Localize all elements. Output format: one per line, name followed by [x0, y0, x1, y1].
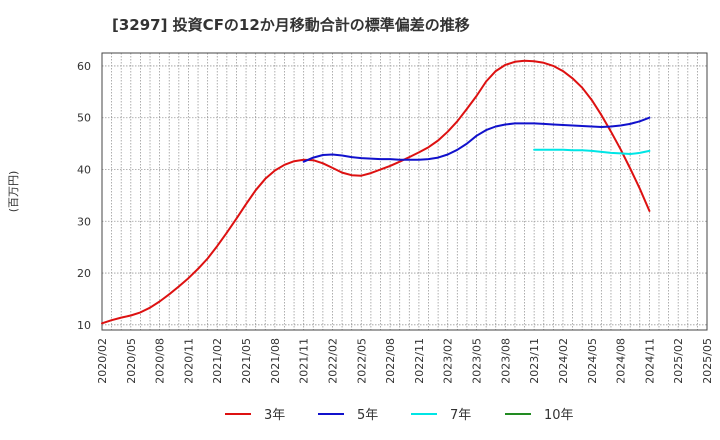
y-axis-label: (百万円)	[7, 171, 20, 213]
y-tick-label: 50	[77, 112, 91, 125]
chart-title: [3297] 投資CFの12か月移動合計の標準偏差の推移	[112, 16, 470, 34]
x-tick-label: 2024/11	[643, 338, 656, 384]
x-tick-label: 2020/02	[96, 338, 109, 384]
x-tick-label: 2022/11	[413, 338, 426, 384]
legend-label: 5年	[357, 408, 378, 423]
x-tick-label: 2023/11	[528, 338, 541, 384]
series-line	[302, 116, 651, 163]
y-tick-label: 20	[77, 267, 91, 280]
x-tick-label: 2020/08	[154, 338, 167, 384]
legend-label: 10年	[544, 408, 574, 423]
y-tick-label: 30	[77, 215, 91, 228]
x-tick-label: 2024/08	[615, 338, 628, 384]
x-tick-label: 2025/05	[701, 338, 714, 384]
legend-label: 7年	[450, 408, 471, 423]
x-tick-label: 2020/11	[182, 338, 195, 384]
legend-label: 3年	[264, 408, 285, 423]
y-tick-label: 40	[77, 163, 91, 176]
x-tick-label: 2022/02	[326, 338, 339, 384]
x-tick-label: 2024/02	[557, 338, 570, 384]
x-tick-label: 2022/05	[355, 338, 368, 384]
x-tick-label: 2025/02	[672, 338, 685, 384]
plot-area	[102, 53, 707, 330]
y-tick-label: 60	[77, 60, 91, 73]
x-tick-label: 2024/05	[586, 338, 599, 384]
y-tick-label: 10	[77, 319, 91, 332]
x-tick-label: 2022/08	[384, 338, 397, 384]
x-tick-label: 2023/02	[442, 338, 455, 384]
plot-frame	[101, 52, 708, 331]
x-tick-label: 2023/08	[499, 338, 512, 384]
x-tick-label: 2020/05	[125, 338, 138, 384]
series-line	[101, 59, 651, 325]
x-tick-label: 2021/11	[298, 338, 311, 384]
x-tick-label: 2021/05	[240, 338, 253, 384]
x-tick-label: 2021/08	[269, 338, 282, 384]
x-tick-label: 2023/05	[471, 338, 484, 384]
series-line	[533, 148, 651, 155]
x-tick-label: 2021/02	[211, 338, 224, 384]
